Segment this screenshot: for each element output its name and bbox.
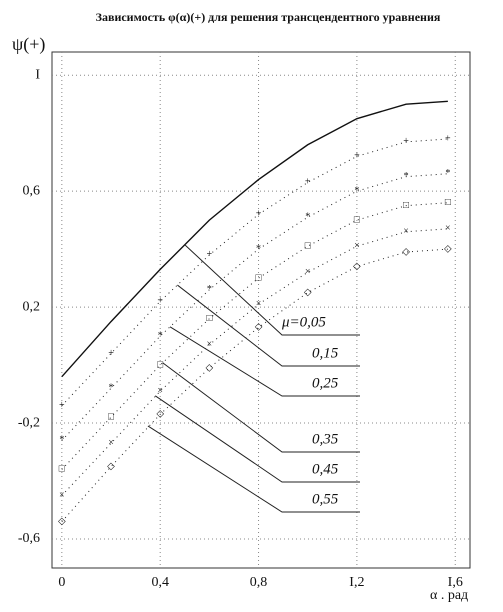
point-marker: * <box>404 171 409 182</box>
series-line <box>61 228 448 496</box>
point-marker: * <box>305 212 310 223</box>
point-marker: + <box>354 151 360 162</box>
legend-label: 0,15 <box>312 345 339 361</box>
point-marker: × <box>445 223 451 234</box>
point-marker: × <box>305 267 311 278</box>
point-marker: □ <box>108 412 114 423</box>
point-marker: ◇ <box>156 409 164 420</box>
x-tick-label: I,2 <box>349 575 364 590</box>
point-marker: □ <box>206 313 212 324</box>
point-marker: ◇ <box>107 461 115 472</box>
series-line <box>61 138 448 407</box>
point-marker: + <box>256 209 262 220</box>
point-marker: × <box>157 385 163 396</box>
point-marker: * <box>207 284 212 295</box>
y-tick-label: -0,2 <box>18 415 40 430</box>
point-marker: × <box>256 298 262 309</box>
leader-line <box>184 244 360 336</box>
point-marker: ◇ <box>206 362 214 373</box>
leader-line <box>169 326 360 397</box>
leader-line <box>177 284 360 367</box>
point-marker: + <box>445 133 451 144</box>
series-line <box>61 173 448 441</box>
point-marker: × <box>403 226 409 237</box>
legend-label: 0,25 <box>312 375 339 391</box>
point-marker: □ <box>157 359 163 370</box>
point-marker: × <box>59 490 65 501</box>
point-marker: × <box>354 241 360 252</box>
point-marker: □ <box>403 200 409 211</box>
point-marker: □ <box>256 272 262 283</box>
point-marker: □ <box>59 464 65 475</box>
point-marker: * <box>59 435 64 446</box>
point-marker: × <box>207 339 213 350</box>
point-marker: * <box>109 383 114 394</box>
point-marker: + <box>59 400 65 411</box>
point-marker: * <box>158 330 163 341</box>
x-tick-label: 0,8 <box>250 575 268 590</box>
point-marker: + <box>305 177 311 188</box>
series-line <box>61 248 448 522</box>
x-tick-label: 0 <box>58 575 65 590</box>
x-tick-label: 0,4 <box>151 575 169 590</box>
point-marker: + <box>157 296 163 307</box>
plot-frame <box>51 51 471 569</box>
legend-label: 0,35 <box>312 431 339 447</box>
point-marker: ◇ <box>304 287 312 298</box>
point-marker: + <box>207 249 213 260</box>
y-tick-label: -0,6 <box>18 531 40 546</box>
point-marker: + <box>403 136 409 147</box>
point-marker: ◇ <box>353 261 361 272</box>
point-marker: ◇ <box>58 516 66 527</box>
legend-label: μ=0,05 <box>281 314 326 330</box>
point-marker: ◇ <box>255 322 263 333</box>
point-marker: * <box>354 185 359 196</box>
point-marker: × <box>108 438 114 449</box>
point-marker: □ <box>354 214 360 225</box>
point-marker: + <box>108 348 114 359</box>
y-axis-label: ψ(+) <box>12 34 45 55</box>
series-line <box>61 202 448 470</box>
point-marker: * <box>445 168 450 179</box>
legend-label: 0,45 <box>312 461 339 477</box>
legend-label: 0,55 <box>312 491 339 507</box>
point-marker: * <box>256 243 261 254</box>
y-tick-label: 0,2 <box>23 299 41 314</box>
point-marker: □ <box>445 197 451 208</box>
leader-line <box>162 362 360 453</box>
point-marker: ◇ <box>444 243 452 254</box>
point-marker: □ <box>305 241 311 252</box>
x-axis-label: α . рад <box>430 588 468 603</box>
series-line <box>61 100 448 378</box>
x-tick-label: I,6 <box>448 575 463 590</box>
y-tick-label: 0,6 <box>23 183 41 198</box>
y-tick-label: I <box>35 67 40 82</box>
leader-line <box>147 425 360 513</box>
point-marker: ◇ <box>402 246 410 257</box>
chart-title: Зависимость φ(α)(+) для решения трансцен… <box>96 10 441 24</box>
leader-line <box>154 395 360 483</box>
